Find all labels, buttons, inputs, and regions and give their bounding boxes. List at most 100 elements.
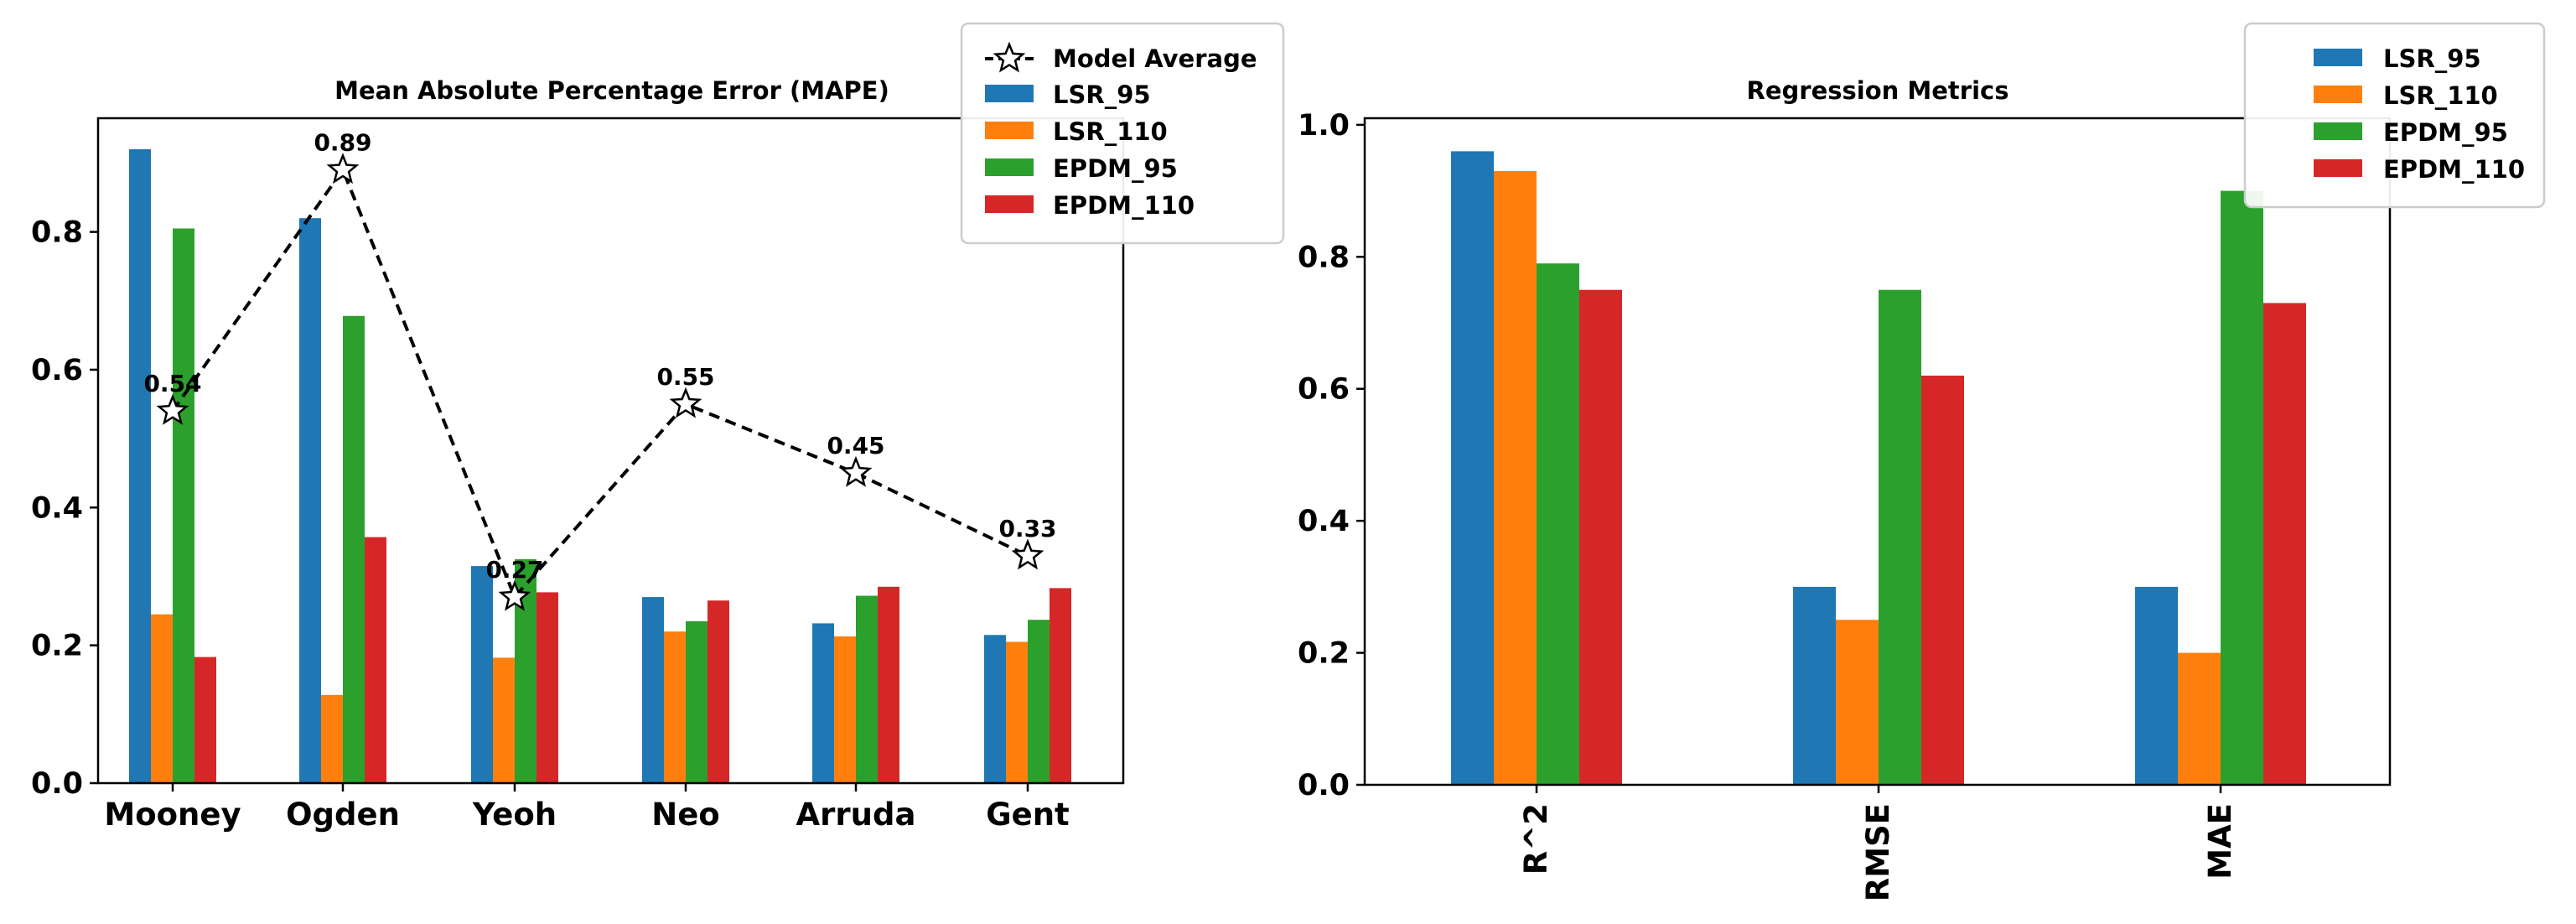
mape-y-axis: 0.0 0.2 0.4 0.6 0.8 [31,216,98,801]
mape-x-axis: Mooney Ogden Yeoh Neo Arruda Gent [104,783,1070,833]
model-average-label-arruda: 0.45 [827,432,884,459]
mape-y-tick-label-0-0: 0.0 [31,767,83,801]
regression-legend: LSR_95 LSR_110 EPDM_95 EPDM_110 [2243,22,2546,209]
regression-bar-rmse-epdm-95 [1879,289,1921,785]
legend-label-epdm-95: EPDM_95 [1053,154,1178,183]
regression-y-tick-label-0-6: 0.6 [1298,373,1350,407]
mape-bar-gent-epdm-110 [1050,588,1071,783]
mape-chart-title: Mean Absolute Percentage Error (MAPE) [334,76,889,105]
mape-bar-arruda-lsr-95 [812,623,834,783]
reg-legend-label-lsr-110: LSR_110 [2383,81,2498,110]
mape-bar-yeoh-lsr-95 [471,566,493,783]
regression-chart-title: Regression Metrics [1747,76,2009,105]
model-average-star-yeoh [498,579,531,611]
regression-y-tick-label-0-4: 0.4 [1298,505,1350,538]
mape-x-tick-label-mooney: Mooney [104,797,241,833]
mape-x-tick-label-ogden: Ogden [286,797,400,833]
mape-y-tick-label-0-6: 0.6 [31,354,83,387]
regression-y-tick-label-0-2: 0.2 [1298,637,1350,671]
reg-legend-entry-epdm-95: EPDM_95 [2314,118,2508,147]
star-icon [993,41,1026,73]
mape-bar-neo-epdm-95 [686,620,707,783]
legend-label-lsr-110: LSR_110 [1053,117,1168,146]
mape-bar-ogden-lsr-95 [299,218,321,783]
legend-entry-lsr-110: LSR_110 [985,117,1168,146]
legend-label-epdm-110: EPDM_110 [1053,191,1195,220]
mape-bar-yeoh-epdm-110 [536,592,558,783]
legend-label-lsr-95: LSR_95 [1053,80,1151,109]
regression-x-tick-label-rmse: RMSE [1860,803,1896,901]
model-average-line [171,166,1029,600]
mape-bar-arruda-epdm-110 [878,586,899,783]
regression-x-tick-label-r-2: R^2 [1518,803,1554,875]
mape-bar-mooney-lsr-95 [129,149,151,783]
regression-chart: Regression Metrics 0.0 0.2 0.4 0.6 0.8 1.0 R^… [1298,22,2546,901]
model-average-star-neo [669,387,702,418]
reg-legend-entry-lsr-95: LSR_95 [2314,44,2481,73]
model-average-label-neo: 0.55 [656,363,714,391]
regression-axes-frame [1363,117,2392,786]
mape-x-tick-label-gent: Gent [986,797,1070,833]
mape-bar-gent-lsr-95 [984,635,1006,783]
mape-bar-mooney-epdm-95 [173,228,194,783]
regression-bar-mae-lsr-110 [2178,652,2221,785]
reg-legend-entry-epdm-110: EPDM_110 [2314,155,2525,184]
mape-y-tick-label-0-4: 0.4 [31,491,83,525]
mape-bar-ogden-epdm-110 [365,537,386,783]
legend-label-model-average: Model Average [1053,44,1257,73]
mape-bar-neo-epdm-110 [707,600,729,783]
regression-bar-mae-epdm-95 [2221,190,2263,786]
mape-average-line: 0.54 0.89 0.27 0.55 0.45 0.33 [143,129,1057,611]
mape-axes-frame [96,117,1125,785]
regression-bar-mae-lsr-95 [2135,586,2178,785]
mape-bar-gent-lsr-110 [1006,641,1028,783]
regression-x-tick-label-mae: MAE [2202,803,2238,880]
mape-bar-mooney-lsr-110 [151,614,173,783]
mape-bar-neo-lsr-110 [664,631,686,783]
mape-bar-neo-lsr-95 [642,597,664,783]
regression-bar-rmse-epdm-110 [1921,376,1964,785]
reg-legend-label-epdm-110: EPDM_110 [2383,155,2525,184]
mape-chart: Mean Absolute Percentage Error (MAPE) 0.… [31,22,1285,833]
regression-bar-r-2-lsr-110 [1494,171,1537,785]
model-average-label-yeoh: 0.27 [485,556,543,584]
regression-x-axis: R^2 RMSE MAE [1518,785,2238,901]
reg-legend-swatch-epdm-95 [2314,122,2362,140]
model-average-label-mooney: 0.54 [143,370,201,397]
legend-entry-lsr-95: LSR_95 [985,80,1151,109]
reg-legend-entry-lsr-110: LSR_110 [2314,81,2498,110]
model-average-star-mooney [156,393,189,425]
model-average-star-gent [1011,538,1044,570]
mape-legend: Model Average LSR_95 LSR_110 EPDM_95 EPD… [960,22,1285,245]
mape-y-tick-label-0-8: 0.8 [31,216,83,250]
legend-entry-epdm-110: EPDM_110 [985,191,1195,220]
legend-entry-model-average: Model Average [985,41,1257,73]
regression-bar-mae-epdm-110 [2263,303,2306,785]
regression-bar-r-2-epdm-95 [1537,263,1579,785]
reg-legend-swatch-lsr-95 [2314,49,2362,66]
model-average-star-arruda [839,455,873,487]
mape-bar-yeoh-lsr-110 [493,657,515,783]
mape-x-tick-label-arruda: Arruda [796,797,916,833]
legend-swatch-lsr-95 [985,85,1034,102]
regression-y-tick-label-1-0: 1.0 [1298,109,1350,143]
regression-bar-rmse-lsr-95 [1793,586,1836,785]
mape-bar-arruda-epdm-95 [856,595,878,783]
mape-y-tick-label-0-2: 0.2 [31,630,83,663]
model-average-label-ogden: 0.89 [314,129,371,157]
regression-y-tick-label-0-8: 0.8 [1298,241,1350,274]
reg-legend-swatch-epdm-110 [2314,159,2362,177]
legend-swatch-epdm-110 [985,195,1034,213]
mape-bar-mooney-epdm-110 [194,657,216,783]
mape-bar-ogden-epdm-95 [343,315,365,783]
regression-bar-r-2-lsr-95 [1451,151,1494,785]
mape-x-tick-label-yeoh: Yeoh [472,797,557,833]
regression-y-axis: 0.0 0.2 0.4 0.6 0.8 1.0 [1298,109,1365,802]
legend-swatch-epdm-95 [985,158,1034,176]
mape-bars [129,149,1071,783]
regression-y-tick-label-0-0: 0.0 [1298,769,1350,802]
regression-bar-r-2-epdm-110 [1579,289,1622,785]
mape-bar-arruda-lsr-110 [834,636,856,783]
model-average-star-ogden [326,153,360,184]
